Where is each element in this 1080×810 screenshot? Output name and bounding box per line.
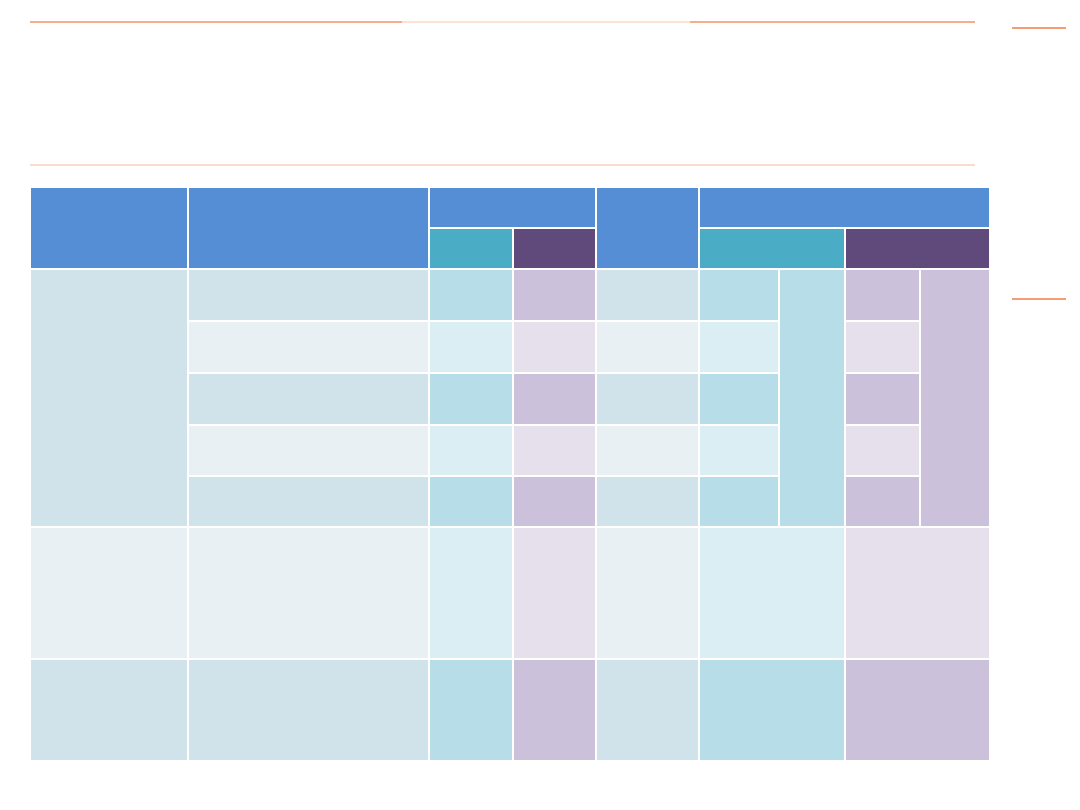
body-cell [428, 526, 514, 660]
body-cell [512, 372, 597, 426]
body-cell [698, 268, 780, 322]
body-cell [844, 320, 921, 374]
body-cell [512, 320, 597, 374]
body-cell [595, 424, 700, 477]
body-cell [595, 268, 700, 322]
header-subcell [512, 227, 597, 270]
body-cell [698, 424, 780, 477]
body-cell [844, 475, 921, 528]
body-cell [428, 320, 514, 374]
body-cell [512, 526, 597, 660]
header-cell [595, 186, 700, 270]
body-cell [428, 658, 514, 762]
body-cell [512, 424, 597, 477]
header-cell [187, 186, 430, 270]
body-cell [428, 268, 514, 322]
body-cell [698, 320, 780, 374]
body-cell [512, 658, 597, 762]
body-cell [595, 372, 700, 426]
body-cell [428, 475, 514, 528]
body-cell [187, 372, 430, 426]
body-cell [595, 475, 700, 528]
header-subcell [698, 227, 846, 270]
body-cell [919, 268, 991, 528]
body-cell [29, 526, 189, 660]
body-cell [698, 526, 846, 660]
body-cell [187, 526, 430, 660]
body-cell [844, 526, 991, 660]
header-subcell [844, 227, 991, 270]
body-cell [187, 424, 430, 477]
body-cell [595, 320, 700, 374]
body-cell [29, 658, 189, 762]
body-cell [698, 475, 780, 528]
header-cell [428, 186, 597, 229]
body-cell [512, 475, 597, 528]
body-cell [844, 268, 921, 322]
body-cell [698, 372, 780, 426]
body-cell [844, 658, 991, 762]
body-cell [595, 526, 700, 660]
body-cell [595, 658, 700, 762]
body-cell [187, 475, 430, 528]
body-cell [844, 372, 921, 426]
header-subcell [428, 227, 514, 270]
header-cell [698, 186, 991, 229]
body-cell [187, 320, 430, 374]
body-cell [844, 424, 921, 477]
header-cell [29, 186, 189, 270]
body-cell [778, 268, 846, 528]
body-cell [187, 658, 430, 762]
table [29, 186, 991, 762]
body-cell [187, 268, 430, 322]
body-cell [512, 268, 597, 322]
body-cell [428, 424, 514, 477]
body-cell [428, 372, 514, 426]
body-cell [29, 268, 189, 528]
body-cell [698, 658, 846, 762]
